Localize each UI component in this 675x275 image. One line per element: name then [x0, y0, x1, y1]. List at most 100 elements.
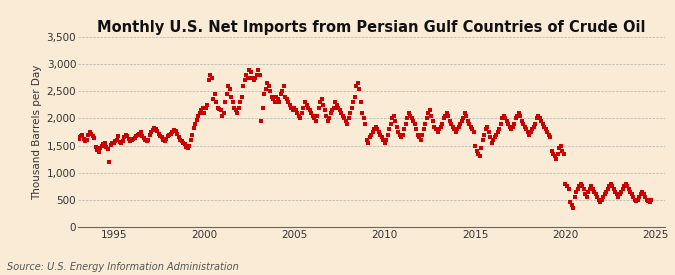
Point — [634, 195, 645, 199]
Point — [632, 197, 643, 202]
Point — [488, 138, 499, 142]
Point — [388, 114, 399, 118]
Point — [426, 114, 437, 118]
Point — [120, 133, 131, 137]
Point — [143, 138, 154, 142]
Point — [153, 131, 164, 136]
Point — [324, 116, 335, 121]
Point — [593, 197, 604, 202]
Point — [399, 127, 410, 131]
Point — [312, 114, 323, 118]
Point — [520, 124, 531, 129]
Point — [502, 119, 512, 123]
Point — [516, 119, 527, 123]
Point — [131, 134, 142, 138]
Point — [211, 100, 221, 104]
Point — [495, 122, 506, 126]
Point — [545, 135, 556, 140]
Point — [200, 105, 211, 110]
Point — [485, 135, 495, 140]
Point — [111, 138, 122, 142]
Point — [465, 124, 476, 129]
Point — [608, 187, 619, 191]
Point — [418, 127, 429, 131]
Point — [371, 124, 381, 129]
Point — [288, 108, 298, 112]
Point — [208, 97, 219, 102]
Point — [402, 116, 413, 121]
Point — [375, 133, 385, 137]
Point — [269, 100, 280, 104]
Point — [533, 114, 544, 118]
Point — [404, 111, 414, 115]
Point — [90, 144, 101, 149]
Point — [575, 181, 586, 186]
Point — [580, 192, 591, 197]
Point — [157, 135, 167, 140]
Point — [268, 97, 279, 102]
Point — [408, 119, 418, 123]
Point — [535, 116, 545, 121]
Point — [89, 136, 100, 140]
Point — [306, 111, 317, 115]
Point — [241, 73, 252, 77]
Point — [128, 137, 139, 141]
Point — [578, 187, 589, 191]
Point — [81, 138, 92, 142]
Point — [406, 116, 417, 121]
Point — [220, 100, 231, 104]
Point — [351, 84, 362, 88]
Point — [492, 130, 503, 134]
Point — [629, 197, 640, 202]
Point — [618, 187, 628, 191]
Point — [274, 100, 285, 104]
Point — [512, 114, 522, 118]
Point — [508, 124, 518, 129]
Point — [486, 141, 497, 145]
Point — [438, 116, 449, 121]
Point — [171, 131, 182, 136]
Point — [223, 84, 234, 88]
Point — [137, 134, 148, 138]
Point — [262, 81, 273, 86]
Point — [179, 142, 190, 147]
Point — [217, 114, 227, 118]
Point — [587, 187, 598, 191]
Point — [142, 139, 153, 144]
Point — [444, 119, 455, 123]
Point — [548, 152, 559, 156]
Point — [279, 84, 290, 88]
Point — [261, 86, 271, 91]
Point — [159, 139, 170, 144]
Point — [124, 137, 134, 141]
Y-axis label: Thousand Barrels per Day: Thousand Barrels per Day — [32, 64, 43, 200]
Point — [146, 130, 157, 134]
Point — [321, 114, 331, 118]
Point — [185, 138, 196, 142]
Point — [226, 95, 237, 99]
Point — [86, 131, 97, 136]
Point — [246, 70, 256, 75]
Point — [348, 100, 358, 104]
Point — [167, 130, 178, 134]
Point — [494, 127, 505, 131]
Point — [98, 142, 109, 147]
Point — [542, 130, 553, 134]
Point — [257, 105, 268, 110]
Point — [645, 200, 655, 204]
Point — [549, 154, 560, 159]
Point — [277, 89, 288, 94]
Point — [155, 134, 166, 138]
Point — [536, 119, 547, 123]
Point — [405, 114, 416, 118]
Point — [158, 138, 169, 142]
Point — [301, 103, 312, 107]
Point — [366, 133, 377, 137]
Point — [472, 152, 483, 156]
Point — [163, 134, 173, 138]
Point — [425, 108, 435, 112]
Point — [194, 111, 205, 115]
Point — [132, 133, 143, 137]
Point — [80, 139, 90, 144]
Point — [187, 133, 198, 137]
